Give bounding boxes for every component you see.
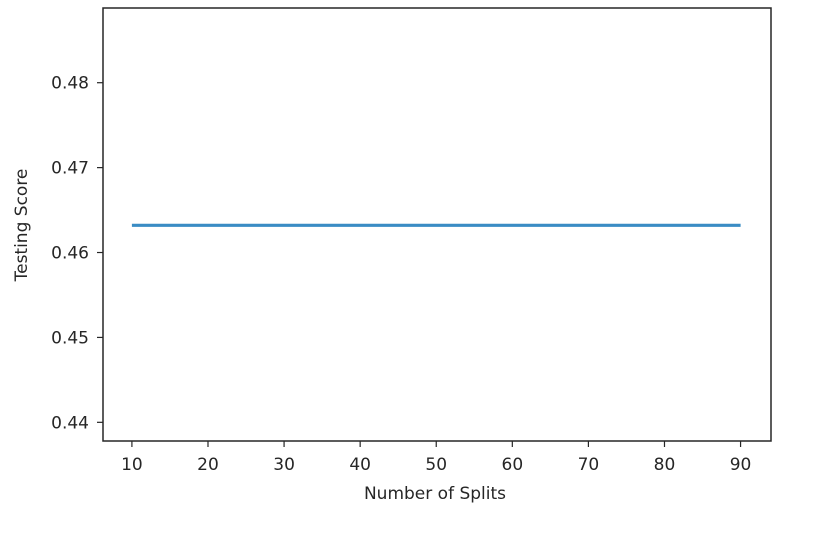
x-tick-label: 60	[502, 455, 524, 475]
x-tick-label: 30	[273, 455, 295, 475]
y-tick-label: 0.45	[51, 328, 89, 348]
x-tick-label: 70	[578, 455, 600, 475]
x-axis-title: Number of Splits	[364, 484, 506, 504]
x-tick-label: 50	[425, 455, 447, 475]
x-tick-label: 80	[654, 455, 676, 475]
y-axis-title: Testing Score	[12, 169, 32, 283]
x-tick-label: 10	[121, 455, 143, 475]
x-tick-label: 20	[197, 455, 219, 475]
x-tick-label: 40	[349, 455, 371, 475]
y-tick-label: 0.47	[51, 159, 89, 179]
y-axis: 0.44 0.45 0.46 0.47 0.48	[51, 74, 103, 433]
x-axis: 10 20 30 40 50 60 70 80 90	[121, 441, 751, 475]
y-tick-label: 0.44	[51, 413, 89, 433]
y-tick-label: 0.48	[51, 74, 89, 94]
y-tick-label: 0.46	[51, 244, 89, 264]
x-tick-label: 90	[730, 455, 752, 475]
